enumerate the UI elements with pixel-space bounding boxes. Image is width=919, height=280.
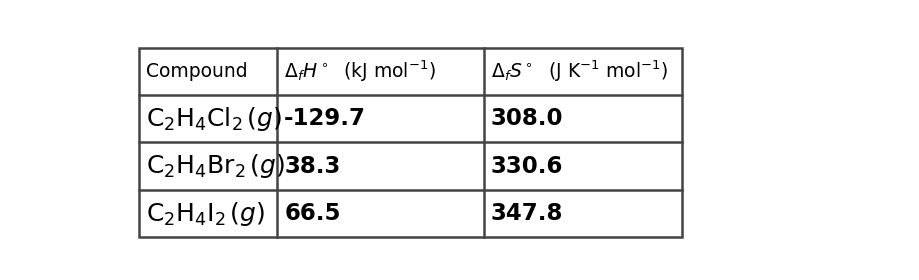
Text: 330.6: 330.6 [490, 155, 562, 178]
Text: $\mathrm{C_2H_4Br_2}\,(g)$: $\mathrm{C_2H_4Br_2}\,(g)$ [145, 152, 285, 180]
Text: $\mathrm{C_2H_4Cl_2}\,(g)$: $\mathrm{C_2H_4Cl_2}\,(g)$ [145, 105, 281, 133]
Text: $\Delta_f S^\circ\ $ (J K$^{-1}$ mol$^{-1}$): $\Delta_f S^\circ\ $ (J K$^{-1}$ mol$^{-… [490, 59, 667, 84]
Text: 38.3: 38.3 [284, 155, 340, 178]
Text: Compound: Compound [145, 62, 247, 81]
Text: 308.0: 308.0 [490, 107, 562, 130]
Text: 347.8: 347.8 [490, 202, 562, 225]
Text: $\Delta_f H^\circ\ $ (kJ mol$^{-1}$): $\Delta_f H^\circ\ $ (kJ mol$^{-1}$) [284, 59, 436, 84]
Text: 66.5: 66.5 [284, 202, 340, 225]
Bar [139, 48, 681, 237]
Text: -129.7: -129.7 [284, 107, 366, 130]
Text: $\mathrm{C_2H_4I_2}\,(g)$: $\mathrm{C_2H_4I_2}\,(g)$ [145, 200, 265, 228]
